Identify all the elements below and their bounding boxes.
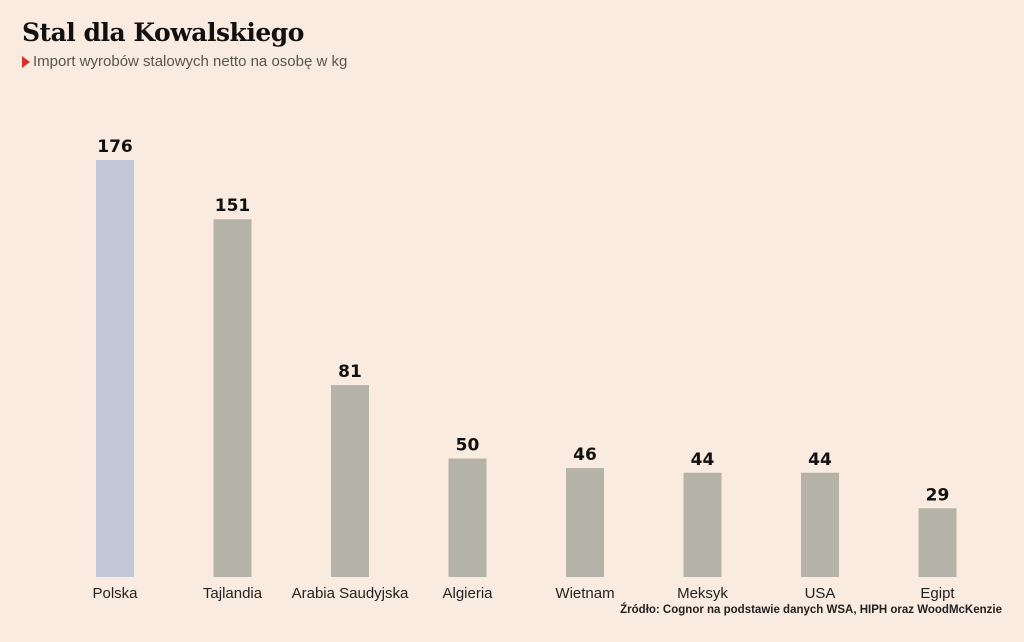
- value-label-algieria: 50: [456, 436, 480, 456]
- bar-wietnam: [566, 468, 604, 577]
- value-label-tajlandia: 151: [215, 196, 251, 216]
- category-label-algieria: Algieria: [442, 585, 493, 602]
- bar-polska: [96, 160, 134, 577]
- value-label-usa: 44: [808, 450, 832, 470]
- chart-subtitle: Import wyrobów stalowych netto na osobę …: [22, 53, 347, 70]
- category-label-polska: Polska: [92, 585, 138, 602]
- value-label-wietnam: 46: [573, 445, 597, 465]
- category-label-wietnam: Wietnam: [555, 585, 614, 602]
- bar-arabia-saudyjska: [331, 385, 369, 577]
- value-label-polska: 176: [97, 137, 133, 157]
- bar-algieria: [448, 458, 487, 577]
- category-label-usa: USA: [805, 585, 836, 602]
- value-label-egipt: 29: [926, 485, 950, 505]
- category-label-egipt: Egipt: [920, 585, 955, 602]
- category-label-tajlandia: Tajlandia: [203, 585, 263, 602]
- subtitle-text: Import wyrobów stalowych netto na osobę …: [33, 53, 348, 70]
- bar-egipt: [918, 508, 957, 577]
- bar-meksyk: [683, 472, 722, 577]
- chart-title: Stal dla Kowalskiego: [22, 18, 304, 47]
- source-note: Źródło: Cognor na podstawie danych WSA, …: [620, 604, 1002, 616]
- value-label-meksyk: 44: [691, 450, 715, 470]
- bar-tajlandia: [213, 219, 252, 577]
- category-label-meksyk: Meksyk: [677, 585, 728, 602]
- value-label-arabia-saudyjska: 81: [338, 362, 362, 382]
- category-label-arabia-saudyjska: Arabia Saudyjska: [292, 585, 409, 602]
- triangle-marker-icon: [22, 55, 30, 68]
- bar-usa: [801, 472, 839, 577]
